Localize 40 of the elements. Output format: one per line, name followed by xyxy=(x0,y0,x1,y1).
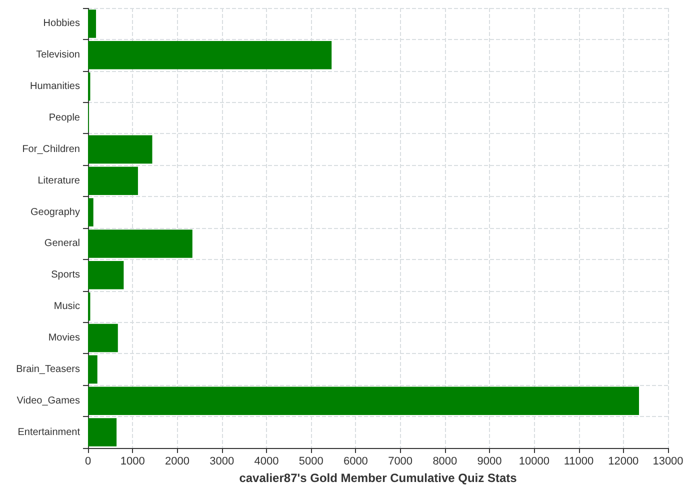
bar xyxy=(88,198,94,226)
y-tick-label: People xyxy=(48,112,80,124)
x-tick-label: 13000 xyxy=(652,456,684,468)
y-tick-label: Video_Games xyxy=(16,395,80,406)
x-tick-label: 11000 xyxy=(564,456,594,468)
bar xyxy=(88,324,118,352)
x-tick-label: 2000 xyxy=(164,456,190,468)
x-tick-label: 0 xyxy=(84,456,92,468)
x-tick-label: 9000 xyxy=(477,456,502,468)
x-tick-label: 6000 xyxy=(343,456,368,468)
x-tick-label: 7000 xyxy=(388,456,413,468)
x-tick-label: 5000 xyxy=(298,456,324,468)
y-tick-label: Brain_Teasers xyxy=(16,364,80,375)
bar xyxy=(88,41,332,70)
y-tick-label: Literature xyxy=(38,175,80,186)
bar xyxy=(88,261,124,290)
y-tick-label: Sports xyxy=(51,270,80,281)
bar xyxy=(88,355,98,384)
y-tick-label: Movies xyxy=(48,332,80,344)
x-axis-title: cavalier87's Gold Member Cumulative Quiz Stats xyxy=(239,471,518,485)
bar xyxy=(88,135,152,164)
x-tick-label: 3000 xyxy=(210,456,234,468)
x-tick-label: 4000 xyxy=(254,456,279,468)
y-tick-label: Humanities xyxy=(30,81,80,92)
bar xyxy=(88,10,96,38)
y-tick-label: Entertainment xyxy=(18,426,80,438)
bar xyxy=(88,230,192,258)
x-tick-label: 8000 xyxy=(432,456,458,468)
y-tick-label: Music xyxy=(54,301,80,312)
y-tick-label: Hobbies xyxy=(43,18,80,30)
y-tick-label: For_Children xyxy=(22,144,80,155)
bar xyxy=(88,386,639,415)
bar xyxy=(88,166,138,195)
x-tick-label: 1000 xyxy=(120,456,145,468)
bar xyxy=(88,418,117,446)
y-tick-label: Geography xyxy=(30,206,80,218)
y-tick-label: General xyxy=(44,238,80,250)
x-tick-label: 12000 xyxy=(608,456,639,468)
x-tick-label: 10000 xyxy=(518,456,550,468)
y-tick-label: Television xyxy=(36,50,80,61)
